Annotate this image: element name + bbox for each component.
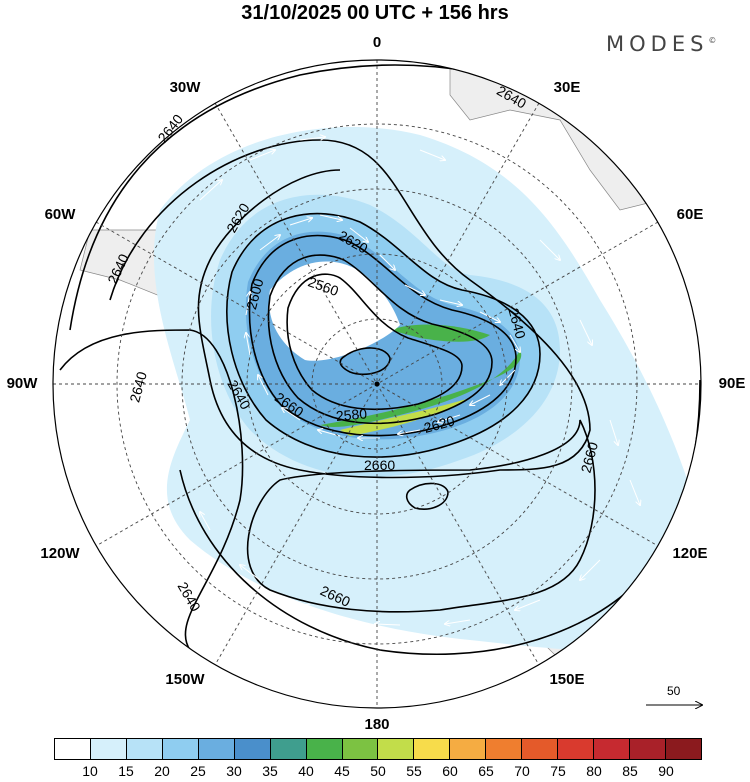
- colorbar-tick-label: 45: [334, 763, 350, 779]
- contour-label: 2640: [505, 306, 529, 340]
- wind-vectors: [179, 137, 640, 625]
- colorbar-cell: [450, 739, 487, 759]
- colorbar-tick-label: 30: [226, 763, 242, 779]
- lon-label-180: 180: [364, 716, 390, 733]
- lon-label-30e: 30E: [553, 79, 581, 96]
- colorbar-cell: [126, 739, 163, 759]
- colorbar-cell: [558, 739, 595, 759]
- colorbar-tick-label: 25: [190, 763, 206, 779]
- colorbar-tick-label: 35: [262, 763, 278, 779]
- colorbar-cell: [665, 739, 701, 759]
- south-pole-marker: [374, 381, 380, 387]
- colorbar-cell: [270, 739, 307, 759]
- colorbar-tick-label: 40: [298, 763, 314, 779]
- colorbar-tick-label: 50: [370, 763, 386, 779]
- colorbar-tick-label: 10: [82, 763, 98, 779]
- contour-label: 2600: [243, 277, 267, 311]
- colorbar-cell: [90, 739, 127, 759]
- colorbar-tick-label: 80: [586, 763, 602, 779]
- contour-label: 2640: [126, 370, 150, 404]
- wind-speed-shading: [153, 127, 701, 652]
- colorbar-tick-label: 55: [406, 763, 422, 779]
- colorbar-cell: [630, 739, 666, 759]
- contour-label: 2580: [335, 405, 368, 424]
- lon-label-60w: 60W: [44, 206, 76, 223]
- contour-label: 2660: [578, 440, 602, 474]
- colorbar-cell: [162, 739, 199, 759]
- reference-vector-label: 50: [667, 684, 681, 698]
- colorbar-tick-label: 90: [658, 763, 674, 779]
- map-title: 31/10/2025 00 UTC + 156 hrs: [241, 2, 509, 24]
- lon-label-120w: 120W: [40, 545, 80, 562]
- lon-label-90e: 90E: [718, 375, 746, 392]
- reference-vector-arrow: [646, 680, 710, 720]
- contour-label: 2620: [422, 412, 456, 436]
- colorbar-cell: [378, 739, 415, 759]
- colorbar-cell: [594, 739, 630, 759]
- colorbar-cell: [414, 739, 451, 759]
- colorbar-cell: [342, 739, 379, 759]
- colorbar-tick-label: 60: [442, 763, 458, 779]
- colorbar-tick-label: 70: [514, 763, 530, 779]
- colorbar-cell: [55, 739, 91, 759]
- colorbar-tick-label: 20: [154, 763, 170, 779]
- colorbar-tick-label: 75: [550, 763, 566, 779]
- colorbar-tick-label: 15: [118, 763, 134, 779]
- lon-label-0: 0: [372, 34, 382, 51]
- colorbar-cell: [486, 739, 523, 759]
- colorbar-cell: [198, 739, 235, 759]
- colorbar-tick-label: 65: [478, 763, 494, 779]
- colorbar-cell: [234, 739, 271, 759]
- wind-speed-colorbar: [54, 738, 702, 760]
- colorbar-cell: [522, 739, 559, 759]
- lon-label-90w: 90W: [6, 375, 38, 392]
- colorbar-ticks: 10 15 20 25 30 35 40 45 50 55 60 65 70 75 80 85 90: [54, 763, 702, 781]
- contour-label: 2660: [364, 457, 395, 473]
- lon-label-120e: 120E: [672, 545, 708, 562]
- lon-label-150e: 150E: [549, 671, 585, 688]
- map-boundary: [52, 59, 702, 709]
- lon-label-30w: 30W: [169, 79, 201, 96]
- modes-logo: MODES©: [606, 32, 717, 56]
- polar-map: 2640 2640 2640 2640 2640 2640 2640 2620 …: [52, 59, 702, 709]
- colorbar-cell: [306, 739, 343, 759]
- lon-label-150w: 150W: [165, 671, 205, 688]
- colorbar-tick-label: 85: [622, 763, 638, 779]
- lon-label-60e: 60E: [676, 206, 704, 223]
